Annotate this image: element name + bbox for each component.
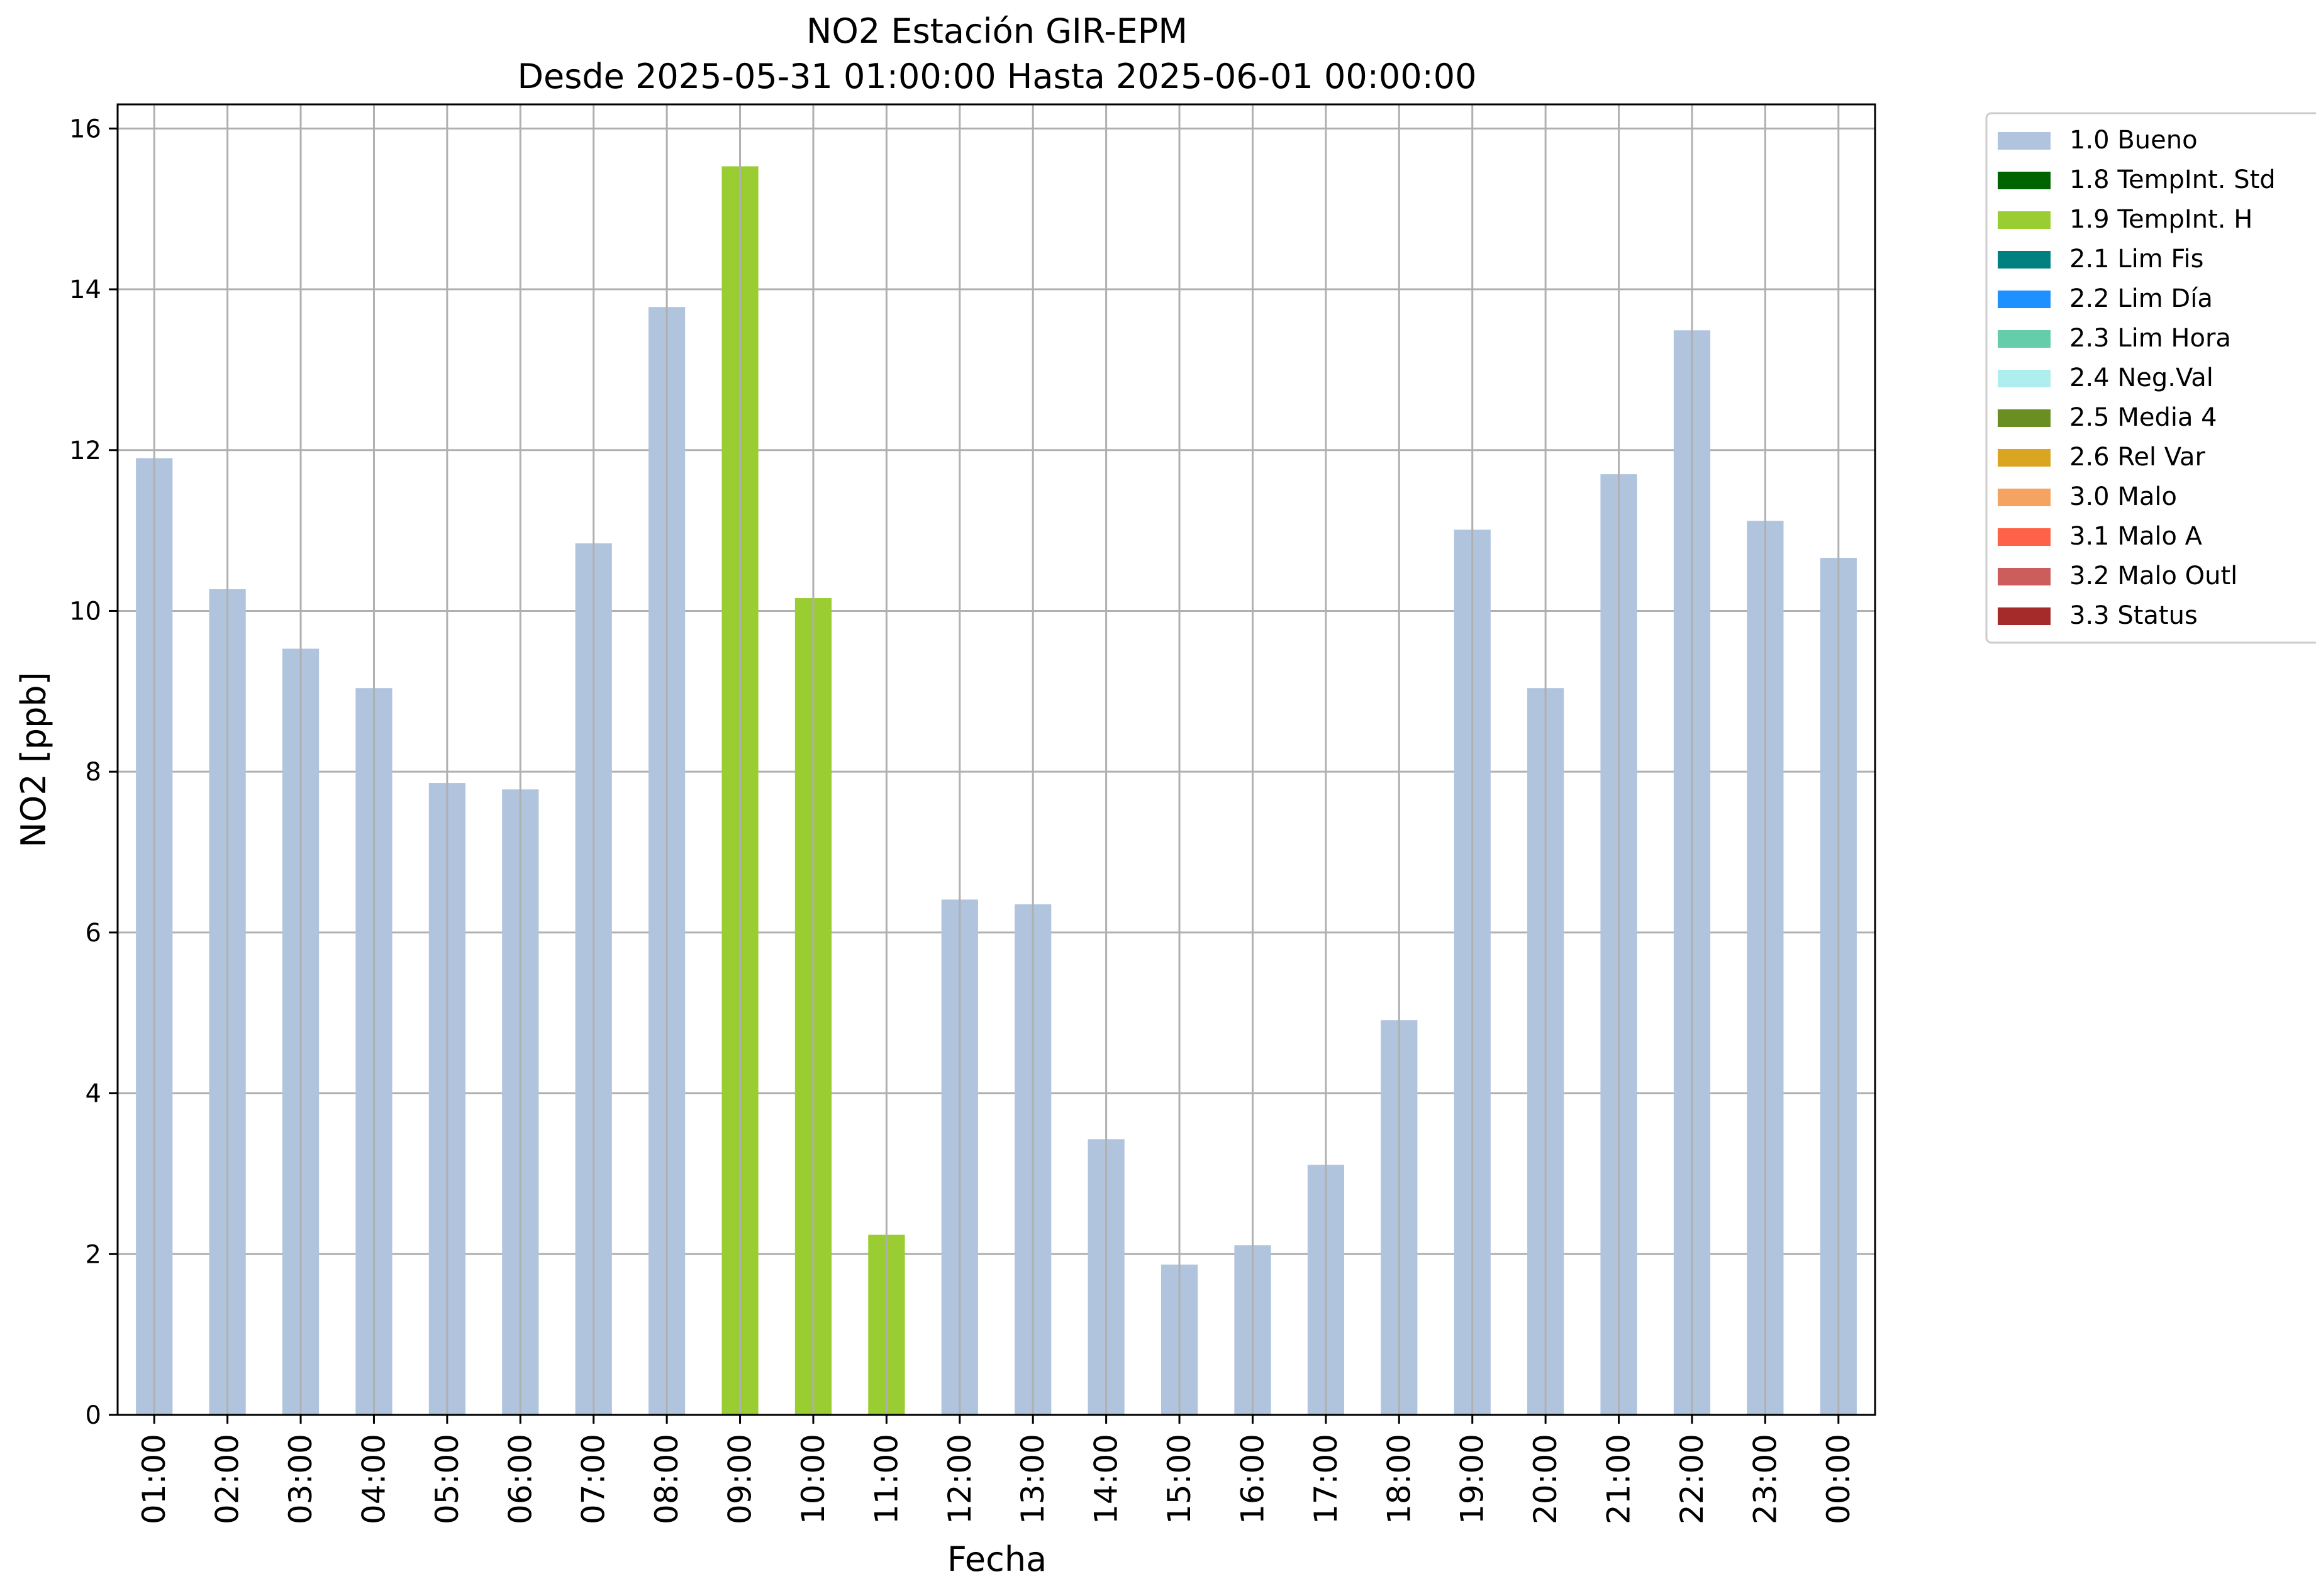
- legend-label: 1.9 TempInt. H: [2069, 205, 2252, 234]
- legend-label: 1.0 Bueno: [2069, 126, 2198, 155]
- y-axis-ticks: 0 2 4 6 8 10 12 14 16: [69, 114, 118, 1430]
- x-tick-label: 16:00: [1234, 1434, 1271, 1524]
- y-tick-label: 12: [69, 436, 101, 465]
- x-tick-label: 11:00: [868, 1434, 905, 1524]
- x-tick-label: 09:00: [722, 1434, 759, 1524]
- legend-label: 2.3 Lim Hora: [2069, 324, 2231, 353]
- x-tick-label: 14:00: [1088, 1434, 1125, 1524]
- x-tick-label: 13:00: [1015, 1434, 1051, 1524]
- x-tick-label: 03:00: [282, 1434, 319, 1524]
- x-tick-label: 20:00: [1527, 1434, 1564, 1524]
- legend-swatch: [1998, 528, 2051, 546]
- y-tick-label: 2: [86, 1240, 101, 1269]
- x-tick-label: 05:00: [429, 1434, 465, 1524]
- legend-swatch: [1998, 132, 2051, 150]
- x-tick-label: 08:00: [649, 1434, 685, 1524]
- x-tick-label: 17:00: [1308, 1434, 1344, 1524]
- legend-swatch: [1998, 607, 2051, 625]
- legend-swatch: [1998, 489, 2051, 506]
- legend-swatch: [1998, 172, 2051, 189]
- x-axis-label: Fecha: [947, 1539, 1047, 1579]
- legend-label: 2.4 Neg.Val: [2069, 363, 2213, 392]
- legend-label: 3.3 Status: [2069, 601, 2198, 630]
- legend-swatch: [1998, 211, 2051, 229]
- legend-frame: [1985, 112, 2316, 644]
- x-tick-label: 10:00: [795, 1434, 832, 1524]
- x-tick-label: 07:00: [576, 1434, 612, 1524]
- x-tick-label: 01:00: [136, 1434, 172, 1524]
- x-tick-label: 00:00: [1820, 1434, 1857, 1524]
- y-tick-label: 6: [86, 919, 101, 948]
- y-axis-label: NO2 [ppb]: [14, 672, 53, 847]
- x-axis-ticks: 01:00 02:00 03:00 04:00 05:00 06:00 07:00 08:00…: [136, 1415, 1857, 1524]
- plot-frame: [116, 103, 1876, 1416]
- legend-label: 2.2 Lim Día: [2069, 284, 2213, 313]
- x-tick-label: 15:00: [1161, 1434, 1198, 1524]
- y-tick-label: 4: [86, 1080, 101, 1109]
- x-tick-label: 18:00: [1381, 1434, 1417, 1524]
- legend-swatch: [1998, 370, 2051, 387]
- y-tick-label: 0: [86, 1401, 101, 1430]
- x-tick-label: 04:00: [355, 1434, 392, 1524]
- legend-label: 3.0 Malo: [2069, 482, 2177, 511]
- x-tick-label: 12:00: [942, 1434, 978, 1524]
- x-tick-label: 21:00: [1601, 1434, 1637, 1524]
- y-tick-label: 14: [69, 275, 101, 304]
- legend-label: 2.6 Rel Var: [2069, 443, 2206, 472]
- legend-swatch: [1998, 449, 2051, 467]
- legend-label: 2.1 Lim Fis: [2069, 245, 2203, 274]
- x-tick-label: 22:00: [1674, 1434, 1710, 1524]
- legend-swatch: [1998, 251, 2051, 269]
- legend-label: 3.2 Malo Outl: [2069, 562, 2237, 590]
- legend: 1.0 Bueno 1.8 TempInt. Std 1.9 TempInt. H 2…: [1985, 112, 2316, 644]
- x-tick-label: 19:00: [1454, 1434, 1491, 1524]
- legend-swatch: [1998, 291, 2051, 308]
- y-tick-label: 10: [69, 597, 101, 626]
- x-grid-lines: [153, 104, 1840, 1415]
- chart-subtitle: Desde 2025-05-31 01:00:00 Hasta 2025-06-…: [517, 57, 1476, 96]
- x-tick-label: 06:00: [502, 1434, 538, 1524]
- legend-swatch: [1998, 330, 2051, 348]
- legend-label: 1.8 TempInt. Std: [2069, 165, 2276, 194]
- legend-swatch: [1998, 409, 2051, 427]
- grid-lines: [118, 127, 1875, 1416]
- chart-title: NO2 Estación GIR-EPM: [806, 11, 1188, 51]
- legend-label: 2.5 Media 4: [2069, 403, 2217, 432]
- y-tick-label: 16: [69, 114, 101, 143]
- legend-swatch: [1998, 568, 2051, 585]
- x-tick-label: 23:00: [1747, 1434, 1783, 1524]
- x-tick-label: 02:00: [209, 1434, 246, 1524]
- legend-label: 3.1 Malo A: [2069, 522, 2203, 551]
- y-tick-label: 8: [86, 758, 101, 787]
